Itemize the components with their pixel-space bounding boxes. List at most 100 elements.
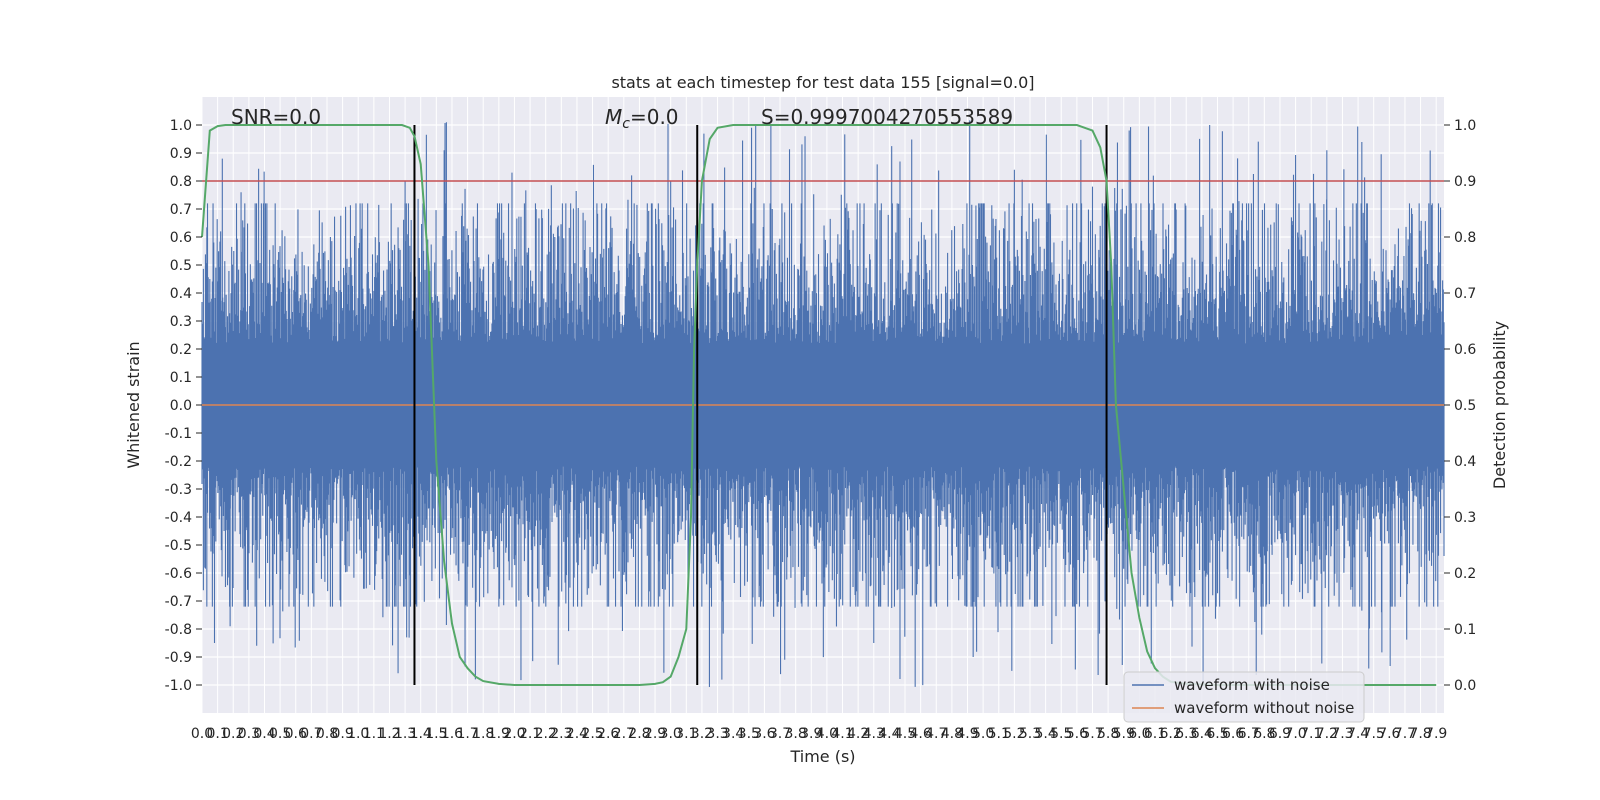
x-tick-label: 5.7 <box>1081 726 1103 742</box>
x-tick-label: 4.5 <box>894 726 916 742</box>
x-tick-label: 0.0 <box>191 726 213 742</box>
x-tick-label: 7.9 <box>1425 726 1447 742</box>
vertical-markers <box>413 125 1108 685</box>
y2-tick-label: 0.7 <box>1454 286 1476 302</box>
x-tick-label: 6.2 <box>1159 726 1181 742</box>
x-tick-label: 7.5 <box>1363 726 1385 742</box>
y-tick-label: 0.9 <box>170 146 192 162</box>
x-tick-label: 0.8 <box>316 726 338 742</box>
x-tick-label: 6.1 <box>1144 726 1166 742</box>
axes: 0.00.10.20.30.40.50.60.70.80.91.01.11.21… <box>165 118 1477 742</box>
x-tick-label: 1.4 <box>410 726 432 742</box>
y-tick-label: -0.9 <box>165 650 192 666</box>
y-tick-label: 0.1 <box>170 370 192 386</box>
x-tick-label: 0.6 <box>285 726 307 742</box>
x-tick-label: 7.1 <box>1300 726 1322 742</box>
y2-tick-label: 0.2 <box>1454 566 1476 582</box>
x-tick-label: 5.5 <box>1050 726 1072 742</box>
y-tick-label: -0.5 <box>165 538 192 554</box>
x-tick-label: 1.9 <box>488 726 510 742</box>
y2-tick-label: 0.0 <box>1454 678 1476 694</box>
x-tick-label: 7.6 <box>1378 726 1400 742</box>
mc-symbol: M <box>605 105 622 129</box>
y-tick-label: 0.5 <box>170 258 192 274</box>
x-tick-label: 6.7 <box>1238 726 1260 742</box>
x-tick-label: 1.8 <box>472 726 494 742</box>
x-tick-label: 3.6 <box>753 726 775 742</box>
x-tick-label: 6.6 <box>1222 726 1244 742</box>
x-tick-label: 6.9 <box>1269 726 1291 742</box>
x-tick-label: 4.1 <box>831 726 853 742</box>
x-tick-label: 1.2 <box>378 726 400 742</box>
y-tick-label: 0.4 <box>170 286 192 302</box>
y2-tick-label: 0.6 <box>1454 342 1476 358</box>
x-tick-label: 5.4 <box>1034 726 1056 742</box>
noise-series <box>201 120 1445 688</box>
y-tick-label: 0.3 <box>170 314 192 330</box>
y-tick-label: 0.0 <box>170 398 192 414</box>
x-tick-label: 7.3 <box>1331 726 1353 742</box>
x-tick-label: 1.0 <box>347 726 369 742</box>
y-tick-label: -0.1 <box>165 426 192 442</box>
y2-tick-label: 1.0 <box>1454 118 1476 134</box>
x-tick-label: 3.3 <box>706 726 728 742</box>
x-tick-label: 3.9 <box>800 726 822 742</box>
mc-value: =0.0 <box>630 105 679 129</box>
y-tick-label: -1.0 <box>165 678 192 694</box>
x-tick-label: 4.7 <box>925 726 947 742</box>
legend: waveform with noise waveform without noi… <box>1123 671 1365 723</box>
x-tick-label: 1.3 <box>394 726 416 742</box>
x-tick-label: 4.8 <box>941 726 963 742</box>
legend-label-clean: waveform without noise <box>1174 699 1354 717</box>
x-tick-label: 3.2 <box>691 726 713 742</box>
x-tick-label: 4.4 <box>878 726 900 742</box>
y-tick-label: -0.4 <box>165 510 192 526</box>
x-tick-label: 5.1 <box>988 726 1010 742</box>
x-tick-label: 0.7 <box>300 726 322 742</box>
y-tick-label: -0.8 <box>165 622 192 638</box>
x-tick-label: 6.5 <box>1206 726 1228 742</box>
y2-tick-label: 0.3 <box>1454 510 1476 526</box>
x-tick-label: 2.3 <box>550 726 572 742</box>
chart-title: stats at each timestep for test data 155… <box>611 73 1034 92</box>
y-tick-label: -0.6 <box>165 566 192 582</box>
y-tick-label: -0.7 <box>165 594 192 610</box>
y-axis-label: Whitened strain <box>124 341 143 468</box>
x-tick-label: 7.8 <box>1409 726 1431 742</box>
x-tick-label: 4.9 <box>956 726 978 742</box>
x-tick-label: 7.7 <box>1394 726 1416 742</box>
y2-tick-label: 0.8 <box>1454 230 1476 246</box>
x-tick-label: 5.6 <box>1066 726 1088 742</box>
mc-annotation: Mc=0.0 <box>605 105 679 132</box>
x-tick-label: 0.9 <box>331 726 353 742</box>
x-tick-label: 2.6 <box>597 726 619 742</box>
x-tick-label: 5.0 <box>972 726 994 742</box>
x-tick-label: 2.2 <box>535 726 557 742</box>
x-tick-label: 4.6 <box>910 726 932 742</box>
x-tick-label: 6.8 <box>1253 726 1275 742</box>
legend-label-noise: waveform with noise <box>1174 676 1330 694</box>
snr-annotation: SNR=0.0 <box>231 105 321 129</box>
x-tick-label: 0.2 <box>222 726 244 742</box>
legend-box <box>1123 671 1365 723</box>
x-tick-label: 0.5 <box>269 726 291 742</box>
x-tick-label: 3.4 <box>722 726 744 742</box>
x-tick-label: 2.1 <box>519 726 541 742</box>
y2-axis-label: Detection probability <box>1490 321 1509 489</box>
x-tick-label: 2.8 <box>628 726 650 742</box>
x-tick-label: 7.4 <box>1347 726 1369 742</box>
y2-tick-label: 0.1 <box>1454 622 1476 638</box>
x-tick-label: 7.0 <box>1284 726 1306 742</box>
x-tick-label: 3.7 <box>769 726 791 742</box>
y-tick-label: 0.7 <box>170 202 192 218</box>
x-tick-label: 7.2 <box>1316 726 1338 742</box>
x-tick-label: 0.4 <box>253 726 275 742</box>
y-tick-label: 0.8 <box>170 174 192 190</box>
x-tick-label: 3.0 <box>660 726 682 742</box>
noise-waveform <box>201 120 1445 688</box>
x-tick-label: 5.8 <box>1097 726 1119 742</box>
x-tick-label: 6.4 <box>1191 726 1213 742</box>
x-tick-label: 6.0 <box>1128 726 1150 742</box>
x-tick-label: 2.5 <box>581 726 603 742</box>
